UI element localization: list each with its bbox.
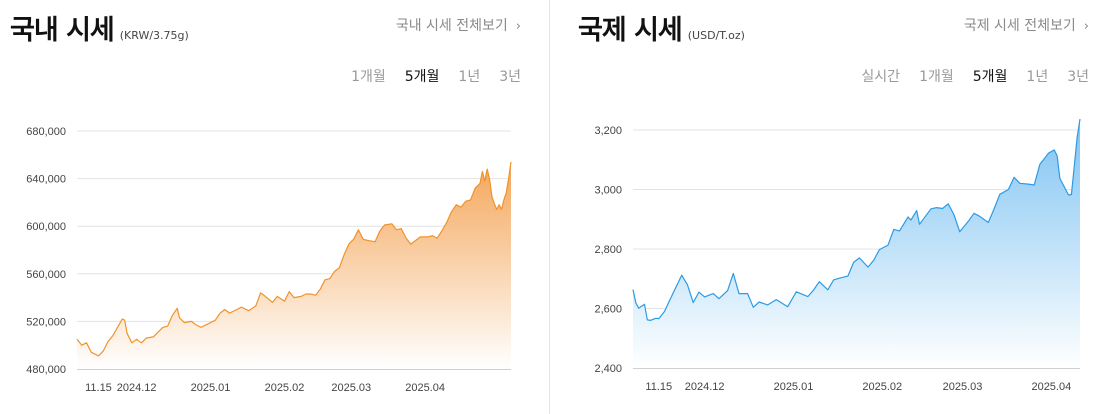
international-period-tab-realtime[interactable]: 실시간 — [861, 69, 901, 85]
domestic-price-line — [76, 161, 512, 357]
international-price-line — [632, 118, 1081, 321]
international-price-panel: 국제 시세 (USD/T.oz) 국제 시세 전체보기 › 실시간 1개월 5개월 … — [550, 0, 1117, 414]
international-x-tick-label: 2025.01 — [774, 381, 814, 393]
chevron-right-icon: › — [515, 19, 521, 34]
domestic-price-panel: 국내 시세 (KRW/3.75g) 국내 시세 전체보기 › 1개월 5개월 1년 … — [0, 0, 549, 414]
international-period-tab-5m[interactable]: 5개월 — [972, 69, 1008, 85]
international-x-tick-label: 2025.02 — [862, 381, 902, 393]
international-y-tick-label: 2,400 — [594, 363, 622, 375]
domestic-y-tick-label: 520,000 — [26, 316, 66, 328]
domestic-x-tick-label: 2025.02 — [265, 382, 305, 394]
domestic-period-tab-1y[interactable]: 1년 — [458, 69, 481, 85]
domestic-y-tick-label: 640,000 — [26, 174, 66, 186]
domestic-x-tick-label: 11.15 — [85, 382, 112, 394]
domestic-view-all-label: 국내 시세 전체보기 — [395, 18, 508, 34]
domestic-period-tabs: 1개월 5개월 1년 3년 — [332, 66, 521, 86]
domestic-x-tick-label: 2025.04 — [405, 382, 445, 394]
international-y-tick-label: 2,600 — [594, 304, 622, 316]
domestic-x-tick-label: 2025.03 — [331, 382, 371, 394]
international-y-tick-label: 3,200 — [594, 125, 622, 137]
domestic-title-text: 국내 시세 — [10, 15, 115, 46]
domestic-price-chart: 480,000 520,000 560,000 600,000 640,000 680,0… — [26, 126, 512, 394]
domestic-y-tick-label: 600,000 — [26, 221, 66, 233]
domestic-unit: (KRW/3.75g) — [119, 29, 189, 42]
international-unit: (USD/T.oz) — [687, 29, 745, 42]
international-area-fill — [633, 119, 1080, 368]
domestic-x-tick-label: 2024.12 — [117, 382, 157, 394]
domestic-title: 국내 시세 (KRW/3.75g) — [10, 8, 189, 47]
international-period-tab-1m[interactable]: 1개월 — [919, 69, 954, 85]
chevron-right-icon: › — [1083, 19, 1089, 34]
international-y-tick-label: 3,000 — [594, 185, 622, 197]
panel-divider — [549, 0, 550, 414]
international-y-tick-label: 2,800 — [594, 244, 622, 256]
domestic-y-tick-label: 680,000 — [26, 126, 66, 138]
domestic-view-all-link[interactable]: 국내 시세 전체보기 › — [396, 15, 521, 35]
international-x-tick-label: 2025.03 — [943, 381, 983, 393]
domestic-period-tab-3y[interactable]: 3년 — [499, 69, 521, 85]
domestic-period-tab-1m[interactable]: 1개월 — [351, 69, 386, 85]
international-title-text: 국제 시세 — [578, 15, 683, 46]
domestic-area-fill — [77, 161, 511, 369]
international-period-tabs: 실시간 1개월 5개월 1년 3년 — [842, 66, 1089, 86]
international-view-all-link[interactable]: 국제 시세 전체보기 › — [964, 15, 1089, 35]
international-x-tick-label: 2024.12 — [685, 381, 725, 393]
international-period-tab-1y[interactable]: 1년 — [1026, 69, 1049, 85]
international-view-all-label: 국제 시세 전체보기 — [963, 18, 1076, 34]
domestic-y-tick-label: 480,000 — [26, 364, 66, 376]
domestic-y-tick-label: 560,000 — [26, 269, 66, 281]
international-period-tab-3y[interactable]: 3년 — [1067, 69, 1089, 85]
international-x-tick-label: 2025.04 — [1031, 381, 1071, 393]
international-x-tick-label: 11.15 — [645, 381, 672, 393]
international-title: 국제 시세 (USD/T.oz) — [578, 8, 745, 47]
domestic-x-tick-label: 2025.01 — [191, 382, 231, 394]
domestic-period-tab-5m[interactable]: 5개월 — [404, 69, 440, 85]
international-price-chart: 2,400 2,600 2,800 3,000 3,200 11.15 2024.12 202… — [594, 118, 1081, 393]
